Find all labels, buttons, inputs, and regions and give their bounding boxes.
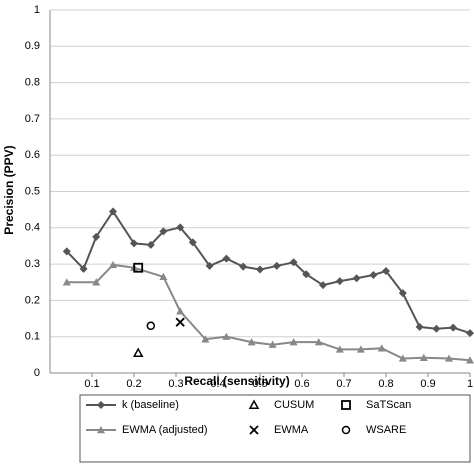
marker <box>398 289 407 298</box>
marker <box>92 232 101 241</box>
marker <box>109 260 117 269</box>
x-tick-label: 1 <box>467 378 473 390</box>
legend-label: EWMA (adjusted) <box>122 424 208 436</box>
marker <box>466 329 474 338</box>
legend-label: SaTScan <box>366 399 411 411</box>
legend-label: WSARE <box>366 424 406 436</box>
marker <box>222 332 231 340</box>
legend-label: k (baseline) <box>122 399 179 411</box>
x-tick-label: 0.1 <box>84 378 99 390</box>
legend-marker <box>97 426 105 434</box>
legend-marker <box>249 425 259 435</box>
marker <box>146 240 155 249</box>
marker <box>445 354 453 362</box>
marker <box>201 335 210 343</box>
y-tick-label: 0.3 <box>25 258 40 270</box>
x-axis-title: Recall (sensitivity) <box>184 374 289 388</box>
x-tick-label: 0.9 <box>420 378 435 390</box>
marker <box>159 272 168 281</box>
series-line <box>66 209 471 335</box>
marker <box>239 262 248 271</box>
y-tick-label: 0.7 <box>25 113 40 125</box>
marker <box>62 247 71 256</box>
y-tick-label: 0 <box>34 367 40 379</box>
marker <box>205 261 214 270</box>
marker <box>256 265 264 274</box>
marker <box>159 227 168 236</box>
y-tick-label: 0.6 <box>25 149 40 161</box>
marker <box>302 270 311 279</box>
legend-label: CUSUM <box>274 399 314 411</box>
y-tick-label: 1 <box>34 4 40 16</box>
marker <box>377 344 386 352</box>
marker <box>369 270 378 279</box>
legend-box <box>79 394 471 463</box>
legend-marker <box>248 399 260 409</box>
y-tick-label: 0.9 <box>25 40 40 52</box>
marker <box>247 338 256 346</box>
x-tick-label: 0.2 <box>126 378 141 390</box>
marker <box>335 277 344 286</box>
marker <box>133 262 144 273</box>
marker <box>79 264 88 273</box>
marker <box>92 278 101 286</box>
marker <box>109 207 117 216</box>
marker <box>432 324 441 333</box>
marker <box>268 340 277 348</box>
legend-marker <box>341 400 351 410</box>
x-tick-label: 0.6 <box>294 378 309 390</box>
series-line <box>66 263 471 362</box>
marker <box>289 258 298 267</box>
x-tick-label: 0.4 <box>210 378 225 390</box>
y-tick-label: 0.8 <box>25 77 40 89</box>
legend-label: EWMA <box>274 424 309 436</box>
marker <box>176 307 185 315</box>
marker <box>352 274 361 283</box>
marker <box>62 278 71 286</box>
y-axis-title: Precision (PPV) <box>2 145 16 234</box>
marker <box>130 239 138 248</box>
x-tick-label: 0.7 <box>336 378 351 390</box>
y-tick-label: 0.1 <box>25 331 40 343</box>
marker <box>335 345 344 353</box>
marker <box>222 254 231 263</box>
x-tick-label: 0.8 <box>378 378 393 390</box>
marker <box>314 338 323 346</box>
x-tick-label: 0.5 <box>252 378 267 390</box>
marker <box>272 261 281 270</box>
legend-marker <box>341 425 351 435</box>
marker <box>289 338 298 346</box>
y-tick-label: 0.5 <box>25 185 40 197</box>
marker <box>188 238 197 247</box>
marker <box>382 266 390 275</box>
marker <box>319 281 327 290</box>
x-tick-label: 0.3 <box>168 378 183 390</box>
legend-marker <box>97 401 105 409</box>
marker <box>466 356 474 364</box>
marker <box>415 322 424 331</box>
marker <box>356 345 365 353</box>
marker <box>419 353 428 361</box>
marker <box>132 347 144 357</box>
marker <box>449 323 458 332</box>
marker <box>398 354 407 362</box>
marker <box>146 321 156 331</box>
marker <box>176 223 185 232</box>
marker <box>175 317 185 327</box>
y-tick-label: 0.2 <box>25 294 40 306</box>
y-tick-label: 0.4 <box>25 222 40 234</box>
